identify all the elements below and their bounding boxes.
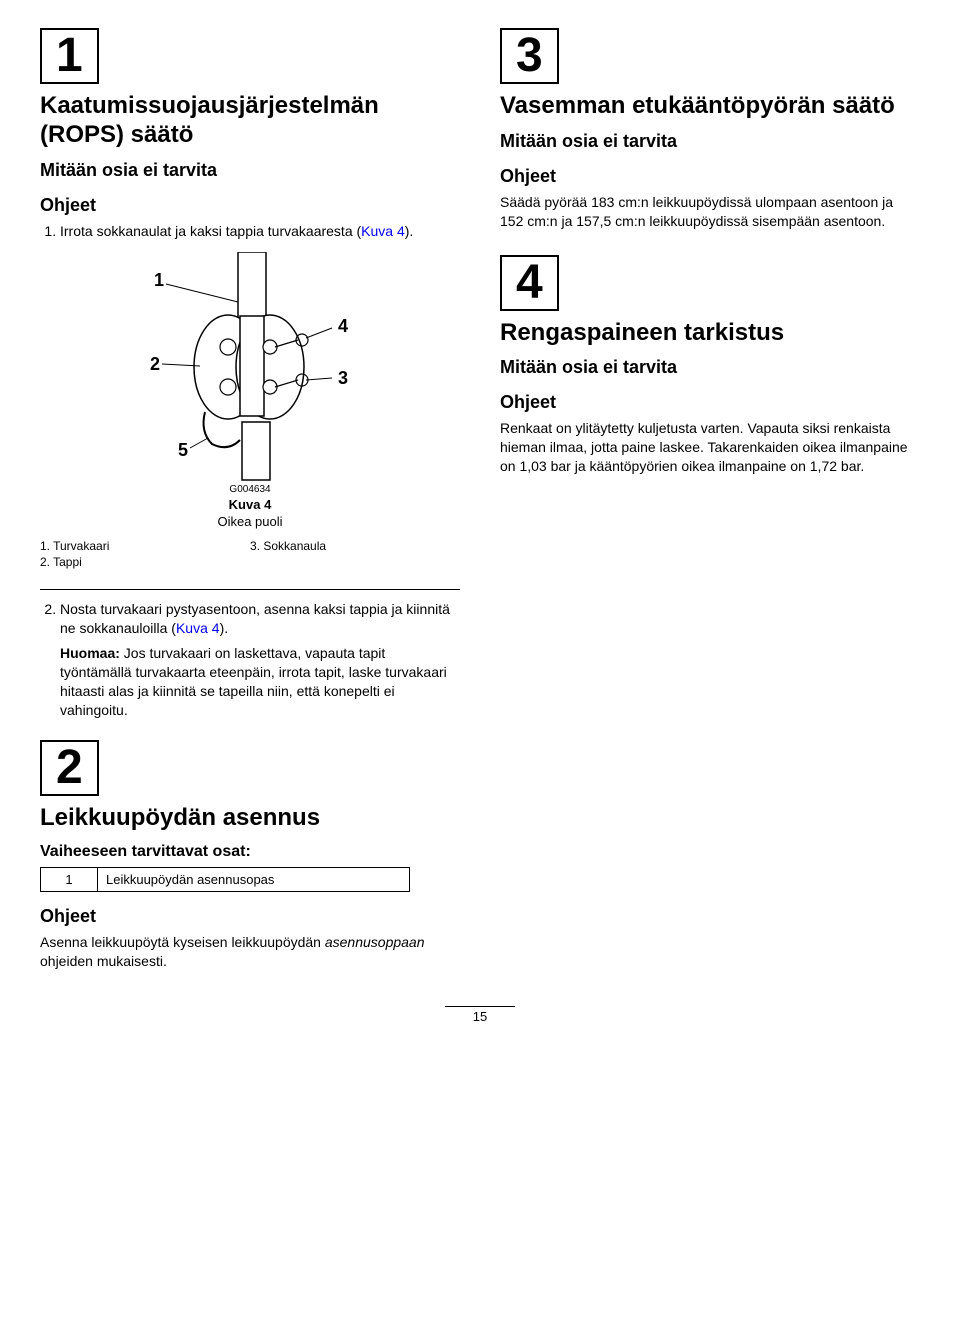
- table-row: 1 Leikkuupöydän asennusopas: [41, 867, 410, 891]
- step-4-noparts: Mitään osia ei tarvita: [500, 357, 920, 378]
- figure-link: Kuva 4: [361, 223, 405, 239]
- callout-1: 1: [154, 270, 164, 290]
- step-2-number: 2: [40, 740, 99, 796]
- figure-code: G004634: [40, 484, 460, 495]
- parts-label: Vaiheeseen tarvittavat osat:: [40, 843, 460, 861]
- legend-item: 1. Turvakaari: [40, 539, 250, 553]
- step-1-list-cont: Nosta turvakaari pystyasentoon, asenna k…: [40, 600, 460, 719]
- text: ).: [220, 620, 229, 636]
- figure-4: 1 2 4 3 5 G004634 Kuva 4 Oikea puoli: [40, 252, 460, 529]
- separator: [40, 589, 460, 590]
- step-4-body: Renkaat on ylitäytetty kuljetusta varten…: [500, 419, 920, 476]
- step-1-ohjeet: Ohjeet: [40, 195, 460, 216]
- text: ).: [405, 223, 414, 239]
- parts-name: Leikkuupöydän asennusopas: [98, 867, 410, 891]
- callout-5: 5: [178, 440, 188, 460]
- callout-4: 4: [338, 316, 348, 336]
- note: Huomaa: Jos turvakaari on laskettava, va…: [60, 644, 460, 720]
- step-4-ohjeet: Ohjeet: [500, 392, 920, 413]
- note-label: Huomaa:: [60, 645, 120, 661]
- step-2-ohjeet: Ohjeet: [40, 906, 460, 927]
- step-1-item-1: Irrota sokkanaulat ja kaksi tappia turva…: [60, 222, 460, 241]
- text: Asenna leikkuupöytä kyseisen leikkuupöyd…: [40, 934, 325, 950]
- figure-4-svg: 1 2 4 3 5: [120, 252, 380, 482]
- step-4-title: Rengaspaineen tarkistus: [500, 319, 920, 348]
- right-column: 3 Vasemman etukääntöpyörän säätö Mitään …: [500, 28, 920, 976]
- step-1-number: 1: [40, 28, 99, 84]
- step-3-number: 3: [500, 28, 559, 84]
- text: Nosta turvakaari pystyasentoon, asenna k…: [60, 601, 450, 636]
- legend-left: 1. Turvakaari 2. Tappi: [40, 537, 250, 571]
- main-columns: 1 Kaatumissuojausjärjestelmän (ROPS) sää…: [40, 28, 920, 976]
- figure-legend: 1. Turvakaari 2. Tappi 3. Sokkanaula: [40, 537, 460, 571]
- step-2-title: Leikkuupöydän asennus: [40, 804, 460, 833]
- step-3-body: Säädä pyörää 183 cm:n leikkuupöydissä ul…: [500, 193, 920, 231]
- step-1-item-2: Nosta turvakaari pystyasentoon, asenna k…: [60, 600, 460, 719]
- text: Irrota sokkanaulat ja kaksi tappia turva…: [60, 223, 361, 239]
- parts-qty: 1: [41, 867, 98, 891]
- left-column: 1 Kaatumissuojausjärjestelmän (ROPS) sää…: [40, 28, 460, 976]
- text-italic: asennusoppaan: [325, 934, 425, 950]
- step-1-title: Kaatumissuojausjärjestelmän (ROPS) säätö: [40, 92, 460, 150]
- step-1-list: Irrota sokkanaulat ja kaksi tappia turva…: [40, 222, 460, 241]
- parts-table: 1 Leikkuupöydän asennusopas: [40, 867, 410, 892]
- figure-caption-2: Oikea puoli: [40, 514, 460, 529]
- legend-item: 3. Sokkanaula: [250, 539, 460, 553]
- page-number: 15: [445, 1006, 515, 1024]
- callout-2: 2: [150, 354, 160, 374]
- legend-item: 2. Tappi: [40, 555, 250, 569]
- callout-3: 3: [338, 368, 348, 388]
- step-1-noparts: Mitään osia ei tarvita: [40, 160, 460, 181]
- figure-link: Kuva 4: [176, 620, 220, 636]
- step-3-noparts: Mitään osia ei tarvita: [500, 131, 920, 152]
- step-3-title: Vasemman etukääntöpyörän säätö: [500, 92, 920, 121]
- step-2-body: Asenna leikkuupöytä kyseisen leikkuupöyd…: [40, 933, 460, 971]
- legend-right: 3. Sokkanaula: [250, 537, 460, 571]
- figure-caption-1: Kuva 4: [40, 497, 460, 512]
- text: ohjeiden mukaisesti.: [40, 953, 167, 969]
- step-3-ohjeet: Ohjeet: [500, 166, 920, 187]
- step-4-number: 4: [500, 255, 559, 311]
